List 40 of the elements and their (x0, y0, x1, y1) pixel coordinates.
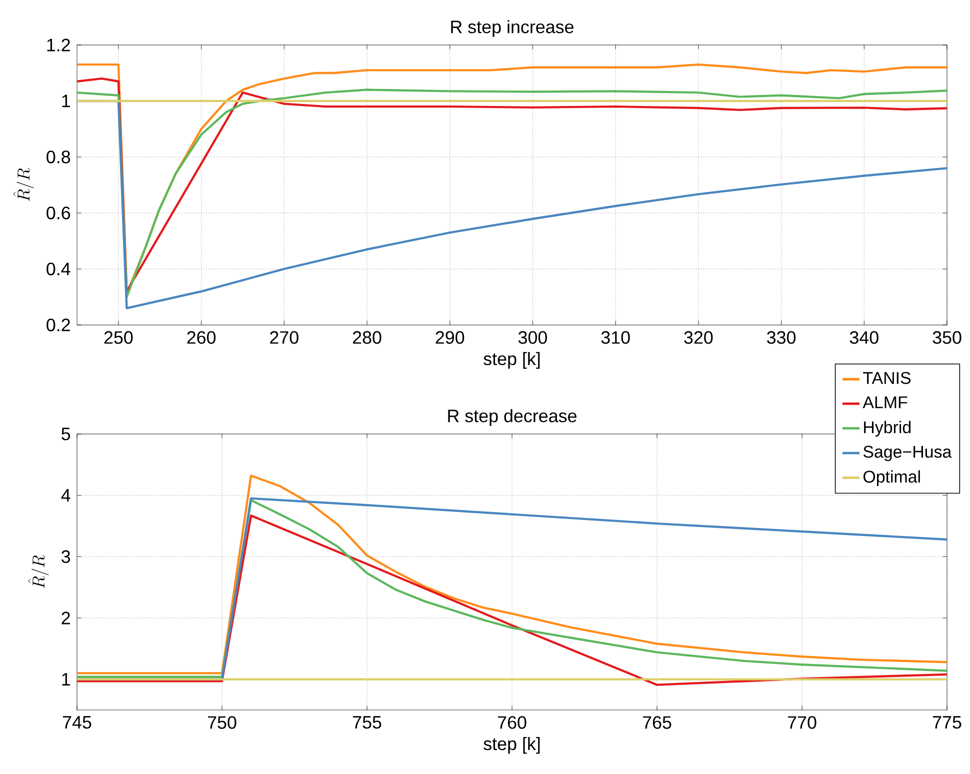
x-tick-label: 310 (601, 331, 630, 344)
x-tick-label: 260 (187, 331, 216, 344)
y-tick-label: 4 (61, 489, 70, 502)
x-tick-label: 770 (788, 716, 816, 729)
y-tick-label: 0.6 (46, 206, 70, 220)
legend-label: TANIS (863, 372, 911, 384)
y-tick-label: 3 (62, 550, 70, 563)
x-tick-label: 350 (932, 331, 962, 344)
x-tick-label: 320 (684, 331, 713, 344)
x-tick-label: 250 (104, 331, 133, 344)
chart-title: R step increase (451, 20, 574, 37)
x-tick-label: 750 (208, 716, 236, 729)
x-tick-label: 300 (518, 331, 547, 344)
legend-label: ALMF (862, 396, 908, 408)
y-tick-label: 0.2 (46, 318, 70, 332)
x-tick-label: 745 (62, 716, 92, 729)
x-tick-label: 765 (642, 716, 672, 729)
x-tick-label: 280 (352, 331, 382, 344)
y-tick-label: 2 (62, 612, 70, 624)
y-tick-label: 1 (62, 94, 70, 108)
legend-label: Hybrid (864, 420, 911, 437)
x-tick-label: 290 (436, 331, 464, 344)
x-tick-label: 760 (498, 716, 526, 729)
y-axis-title: $\hat{R}/R$ (28, 555, 49, 588)
x-axis-title: step [k] (484, 352, 540, 369)
x-tick-label: 775 (932, 716, 962, 729)
y-tick-label: 1.2 (47, 38, 70, 52)
legend-label: Sage−Husa (863, 446, 952, 462)
y-tick-label: 0.4 (46, 262, 70, 276)
x-axis-title: step [k] (484, 737, 540, 754)
x-tick-label: 330 (767, 331, 796, 344)
y-axis-title: $\hat{R}/R$ (13, 168, 34, 202)
x-tick-label: 755 (352, 716, 382, 729)
x-tick-label: 270 (270, 331, 298, 344)
chart-title: R step decrease (448, 409, 576, 426)
y-tick-label: 0.8 (46, 150, 70, 164)
y-tick-label: 5 (62, 428, 70, 440)
y-tick-label: 1 (62, 673, 70, 686)
legend-label: Optimal (863, 470, 920, 486)
x-tick-label: 340 (850, 331, 878, 344)
